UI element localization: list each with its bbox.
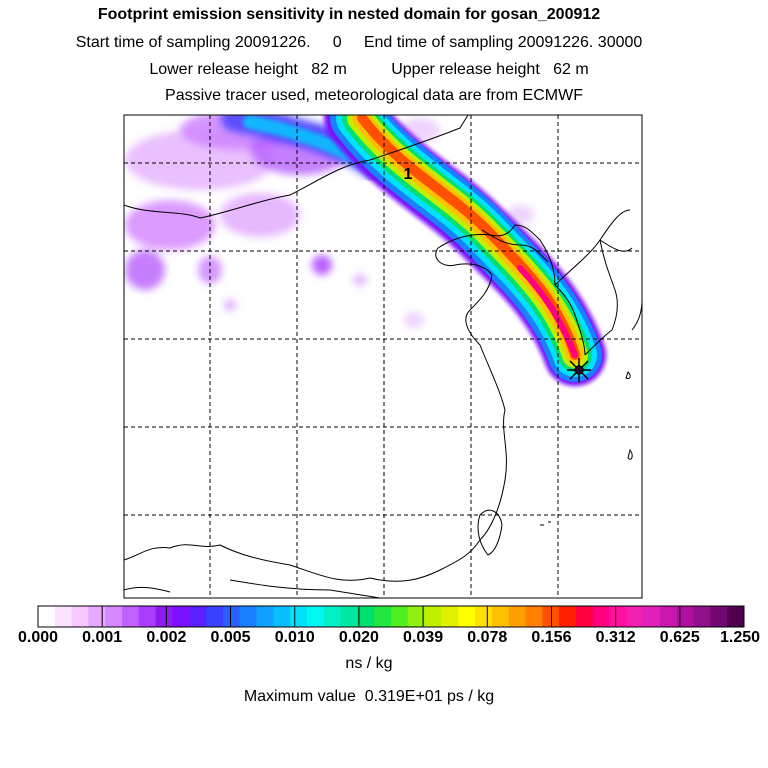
colorbar-cell <box>38 606 56 627</box>
colorbar-cell <box>71 606 89 627</box>
colorbar-tick-label: 0.312 <box>595 629 636 646</box>
colorbar-cell <box>340 606 358 627</box>
colorbar-cell <box>508 606 526 627</box>
release-height-line: Lower release height 82 m Upper release … <box>149 61 589 78</box>
colorbar-tick-label: 0.156 <box>531 629 572 646</box>
colorbar-cell <box>592 606 611 627</box>
colorbar-cell <box>491 606 510 627</box>
plume <box>221 115 606 386</box>
colorbar-tick-label: 0.078 <box>467 629 508 646</box>
colorbar-tick-label: 0.005 <box>210 629 251 646</box>
colorbar-cell <box>105 606 123 627</box>
colorbar-tick-label: 0.020 <box>338 629 379 646</box>
colorbar-cell <box>54 606 73 627</box>
coastlines <box>124 115 642 598</box>
colorbar-tick-label: 1.250 <box>719 629 761 646</box>
colorbar-cell <box>525 606 543 627</box>
colorbar-tick-label: 0.000 <box>17 629 59 646</box>
colorbar-cell <box>626 606 644 627</box>
colorbar-cell <box>575 606 594 627</box>
colorbar-cell <box>357 606 375 627</box>
colorbar-cell <box>475 606 493 627</box>
colorbar-cell <box>643 606 661 627</box>
colorbar-cell <box>391 606 409 627</box>
colorbar-cell <box>172 606 190 627</box>
colorbar-cell <box>542 606 560 627</box>
colorbar-cell <box>256 606 274 627</box>
colorbar-cells <box>38 606 745 627</box>
colorbar-cell <box>374 606 392 627</box>
colorbar-cell <box>290 606 308 627</box>
colorbar-tick-label: 0.002 <box>146 629 187 646</box>
map-frame <box>123 114 643 599</box>
colorbar-tick-label: 0.001 <box>82 629 123 646</box>
plume-label: 1 <box>404 166 413 183</box>
colorbar-cell <box>88 606 106 627</box>
colorbar-cell <box>138 606 157 627</box>
colorbar-cell <box>693 606 711 627</box>
colorbar-cell <box>559 606 577 627</box>
colorbar-cell <box>273 606 291 627</box>
colorbar-units: ns / kg <box>345 655 393 672</box>
maximum-value-text: Maximum value 0.319E+01 ps / kg <box>243 688 495 705</box>
sampling-time-line: Start time of sampling 20091226. 0 End t… <box>75 34 643 51</box>
colorbar-tick-label: 0.625 <box>659 629 700 646</box>
star-marker-icon <box>567 358 591 382</box>
map-title: Footprint emission sensitivity in nested… <box>97 6 601 23</box>
colorbar-cell <box>424 606 442 627</box>
colorbar-cell <box>155 606 173 627</box>
colorbar-cell <box>206 606 224 627</box>
colorbar-cell <box>239 606 258 627</box>
lat-lon-grid <box>124 115 642 598</box>
tracer-info-line: Passive tracer used, meteorological data… <box>165 87 583 104</box>
colorbar-cell <box>710 606 728 627</box>
colorbar-tick-label: 0.039 <box>403 629 444 646</box>
colorbar-cell <box>407 606 426 627</box>
colorbar-cell <box>189 606 207 627</box>
colorbar-cell <box>222 606 241 627</box>
colorbar-cell <box>676 606 695 627</box>
colorbar-cell <box>659 606 678 627</box>
colorbar-cell <box>727 606 745 627</box>
colorbar-cell <box>122 606 140 627</box>
colorbar-cell <box>609 606 627 627</box>
colorbar-cell <box>306 606 325 627</box>
colorbar-cell <box>323 606 342 627</box>
colorbar-cell <box>458 606 476 627</box>
colorbar-cell <box>441 606 459 627</box>
colorbar-tick-label: 0.010 <box>274 629 315 646</box>
